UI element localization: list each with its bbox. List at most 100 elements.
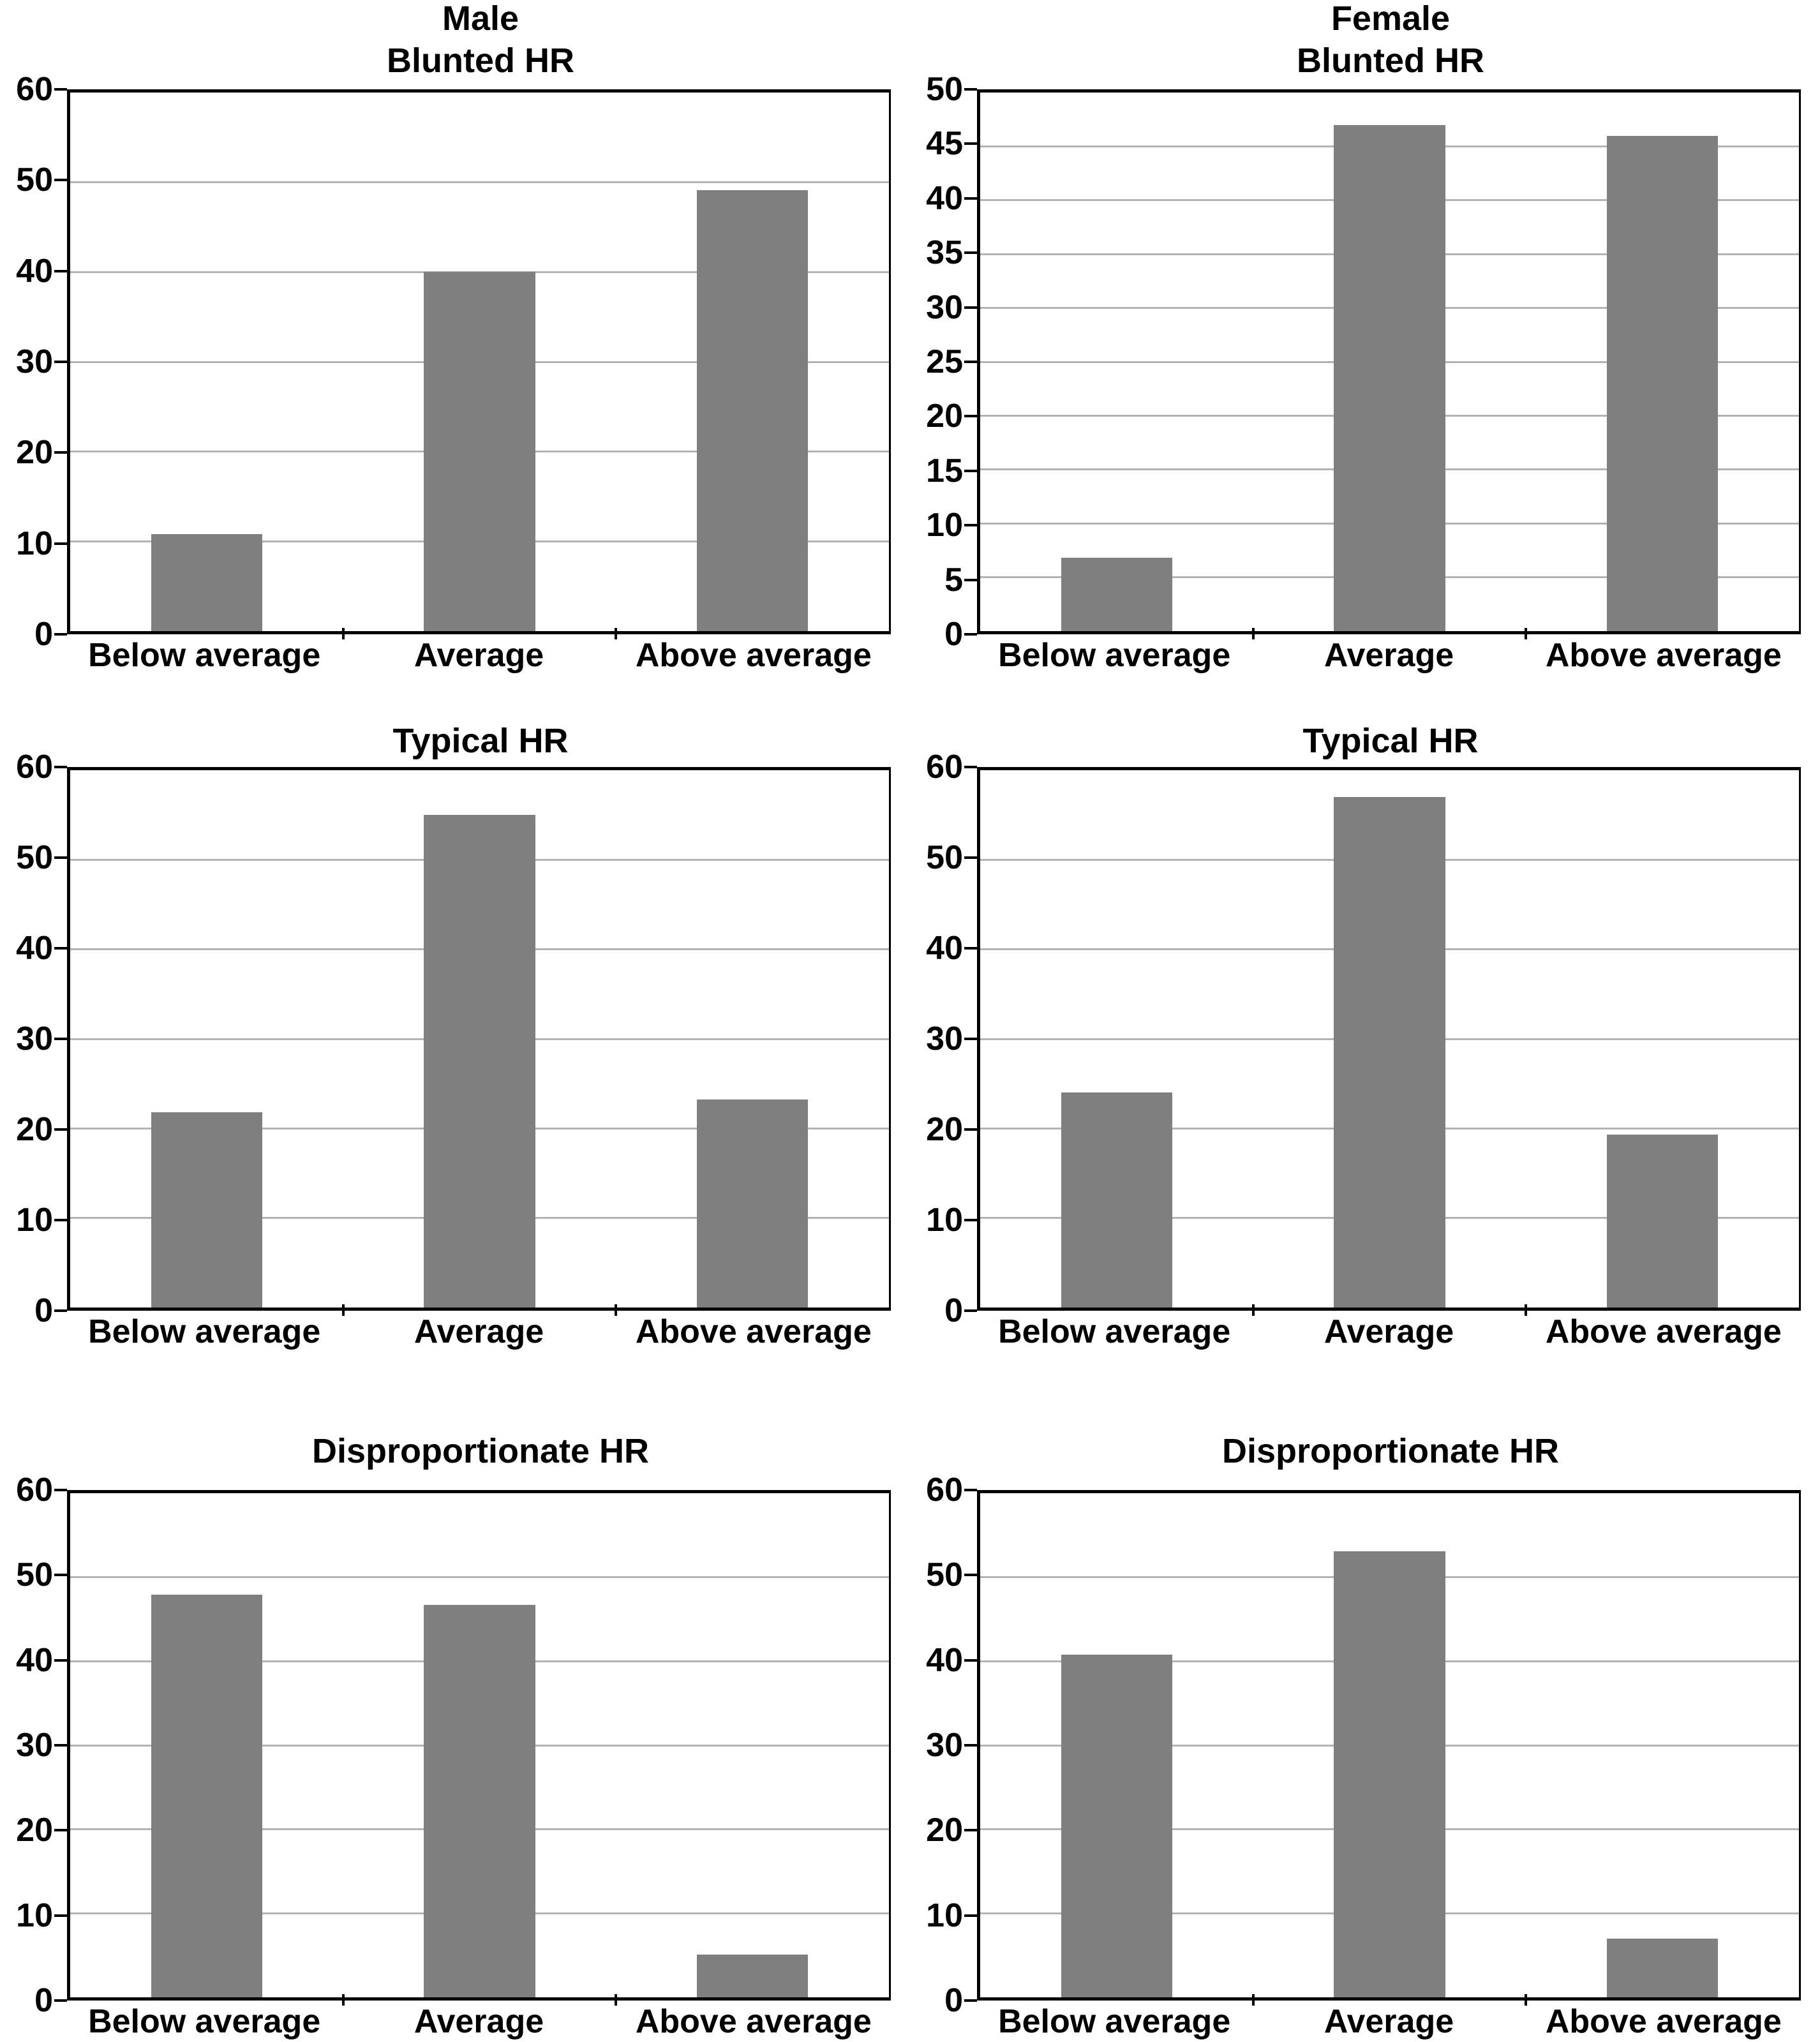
y-tick-mark (964, 1999, 977, 2002)
y-tick-label: 50 (16, 161, 53, 199)
y-tick-label: 30 (926, 1727, 963, 1764)
bar-above-average (696, 1954, 809, 1997)
chart-female-typical-hr: Typical HR 0 10 20 30 40 50 60 Below average Aver… (910, 680, 1820, 1359)
bar-below-average (1061, 558, 1173, 631)
y-tick-mark (54, 1219, 67, 1222)
y-tick-label: 10 (926, 507, 963, 544)
bar-above-average (1606, 1938, 1719, 1997)
x-category-label-above-average: Above average (1545, 1313, 1782, 1350)
y-tick-mark (54, 361, 67, 363)
y-tick-mark (964, 947, 977, 950)
chart-title-area: Disproportionate HR (0, 1359, 910, 1490)
bar-above-average (1606, 135, 1719, 631)
y-tick-label: 50 (16, 1556, 53, 1594)
chart-title-area: Typical HR (910, 680, 1820, 767)
y-tick-label: 10 (16, 525, 53, 562)
y-tick-mark (964, 578, 977, 581)
y-tick-mark (54, 766, 67, 768)
y-tick-label: 30 (16, 1020, 53, 1057)
chart-subtitle: Blunted HR (1297, 41, 1484, 80)
chart-female-blunted-hr: Female Blunted HR 0 5 10 15 20 25 30 35 40 45 50 Belo… (910, 0, 1820, 680)
x-category-label-below-average: Below average (998, 637, 1231, 674)
y-tick-label: 30 (16, 343, 53, 380)
y-tick-mark (54, 856, 67, 859)
y-tick-label: 10 (926, 1202, 963, 1239)
y-tick-label: 40 (926, 930, 963, 967)
x-category-label-average: Average (1324, 1313, 1454, 1350)
y-tick-label: 50 (926, 71, 963, 108)
y-axis: 0 5 10 15 20 25 30 35 40 45 50 (910, 73, 977, 651)
y-tick-label: 60 (16, 1472, 53, 1509)
y-tick-label: 40 (16, 1641, 53, 1679)
chart-subtitle: Disproportionate HR (311, 1432, 649, 1470)
y-axis: 0 10 20 30 40 50 60 (0, 1473, 67, 2017)
y-tick-mark (964, 766, 977, 768)
x-tick-mark (1525, 628, 1528, 639)
chart-title-area: Female Blunted HR (910, 0, 1820, 89)
x-category-label-below-average: Below average (88, 1313, 321, 1350)
y-tick-label: 10 (926, 1897, 963, 1934)
bar-average (1334, 1551, 1445, 1997)
y-tick-mark (964, 361, 977, 363)
chart-subtitle: Typical HR (1302, 722, 1479, 760)
y-tick-mark (964, 1829, 977, 1832)
x-tick-mark (1251, 1304, 1255, 1316)
chart-title-area: Typical HR (0, 680, 910, 767)
x-tick-mark (1525, 1994, 1528, 2006)
y-tick-mark (964, 142, 977, 145)
x-category-label-average: Average (1324, 637, 1454, 674)
y-axis: 0 10 20 30 40 50 60 (910, 1473, 977, 2017)
y-tick-label: 0 (34, 1292, 53, 1329)
y-tick-label: 40 (926, 1641, 963, 1679)
y-tick-mark (964, 88, 977, 91)
x-category-label-above-average: Above average (1545, 2003, 1782, 2040)
x-axis-labels: Below average Average Above average (67, 2001, 891, 2042)
y-tick-mark (54, 1914, 67, 1917)
y-tick-mark (964, 1309, 977, 1312)
y-tick-mark (964, 1489, 977, 1491)
x-category-label-above-average: Above average (635, 1313, 872, 1350)
bar-above-average (696, 1099, 809, 1308)
x-category-label-below-average: Below average (88, 637, 321, 674)
y-tick-mark (964, 633, 977, 636)
y-tick-label: 20 (16, 1111, 53, 1149)
x-category-label-below-average: Below average (998, 2003, 1231, 2040)
y-tick-label: 15 (926, 452, 963, 489)
y-tick-label: 40 (16, 930, 53, 967)
chart-title: Male (442, 0, 519, 38)
y-tick-mark (964, 524, 977, 527)
y-tick-mark (964, 1219, 977, 1222)
x-tick-mark (1525, 1304, 1528, 1316)
x-category-label-above-average: Above average (635, 2003, 872, 2040)
bar-average (1334, 124, 1445, 631)
y-tick-label: 10 (16, 1202, 53, 1239)
y-tick-mark (54, 1128, 67, 1131)
y-tick-mark (54, 542, 67, 545)
chart-body: 0 10 20 30 40 50 60 (0, 750, 910, 1327)
y-tick-mark (964, 469, 977, 472)
y-tick-label: 0 (944, 1982, 963, 2019)
y-tick-label: 30 (16, 1727, 53, 1764)
plot-area (977, 767, 1801, 1316)
chart-subtitle: Typical HR (392, 722, 569, 760)
y-tick-label: 20 (926, 398, 963, 435)
bar-average (424, 815, 535, 1308)
y-tick-label: 50 (16, 839, 53, 876)
chart-subtitle: Blunted HR (387, 41, 574, 80)
x-axis-labels: Below average Average Above average (67, 634, 891, 680)
y-axis: 0 10 20 30 40 50 60 (0, 73, 67, 651)
chart-body: 0 10 20 30 40 50 60 (0, 1473, 910, 2017)
bar-above-average (1606, 1135, 1719, 1308)
chart-body: 0 10 20 30 40 50 60 (910, 1473, 1820, 2017)
bar-average (424, 1605, 535, 1997)
y-tick-mark (964, 1128, 977, 1131)
chart-female-disproportionate-hr: Disproportionate HR 0 10 20 30 40 50 60 Below av… (910, 1359, 1820, 2042)
y-tick-mark (54, 1829, 67, 1832)
y-tick-label: 10 (16, 1897, 53, 1934)
x-axis-labels: Below average Average Above average (977, 1311, 1801, 1359)
y-axis: 0 10 20 30 40 50 60 (0, 750, 67, 1327)
y-tick-label: 5 (944, 561, 963, 599)
x-tick-mark (341, 1994, 345, 2006)
y-tick-label: 60 (16, 71, 53, 108)
x-category-label-below-average: Below average (998, 1313, 1231, 1350)
